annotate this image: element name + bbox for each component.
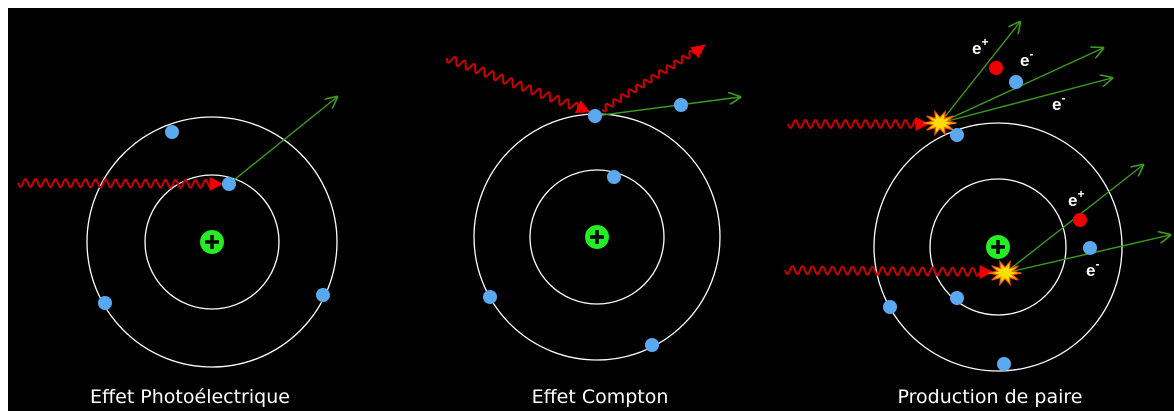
caption: Effet Photoélectrique: [90, 386, 290, 408]
label-sup: -: [1061, 91, 1065, 105]
electron: [165, 125, 179, 139]
photon: [601, 44, 706, 113]
caption: Effet Compton: [532, 386, 669, 408]
label-sup: +: [1077, 187, 1084, 201]
label-base: e: [1086, 261, 1095, 280]
label-base: e: [1052, 95, 1061, 114]
label-sup: -: [1095, 257, 1099, 271]
orbit: [144, 174, 280, 310]
photon: [787, 117, 930, 131]
particle-label: e-: [1086, 257, 1099, 280]
plus: [590, 230, 604, 244]
electron: [645, 338, 659, 352]
particle-label: e+: [972, 35, 988, 58]
electron: [997, 357, 1011, 371]
electron: [98, 296, 112, 310]
burst: [923, 109, 957, 137]
burst: [988, 259, 1022, 287]
electron: [883, 300, 897, 314]
label-base: e: [1020, 51, 1029, 70]
plus: [205, 235, 219, 249]
track: [228, 97, 337, 185]
label-sup: +: [981, 35, 988, 49]
electron: [483, 290, 497, 304]
electron: [222, 177, 236, 191]
electron: [674, 98, 688, 112]
label-base: e: [1068, 191, 1077, 210]
photon: [17, 177, 224, 191]
electron: [950, 291, 964, 305]
electron: [607, 170, 621, 184]
track: [939, 22, 1020, 124]
positron: [1073, 213, 1087, 227]
orbit: [529, 169, 665, 305]
photon: [446, 55, 591, 113]
artwork: [17, 22, 1170, 372]
particle-label: e+: [1068, 187, 1084, 210]
background: [8, 8, 1174, 411]
track: [594, 97, 740, 117]
electron: [316, 288, 330, 302]
particle-label: e-: [1020, 47, 1033, 70]
electron: [1083, 241, 1097, 255]
photon: [784, 265, 994, 279]
label-sup: -: [1029, 47, 1033, 61]
positron: [989, 61, 1003, 75]
orbit: [929, 178, 1067, 316]
label-base: e: [972, 39, 981, 58]
track: [939, 78, 1112, 124]
orbit: [873, 122, 1123, 372]
orbit: [86, 116, 338, 368]
electron: [1009, 75, 1023, 89]
caption: Production de paire: [898, 386, 1083, 408]
electron: [588, 109, 602, 123]
electron: [950, 128, 964, 142]
particle-label: e-: [1052, 91, 1065, 114]
plus: [991, 240, 1005, 254]
